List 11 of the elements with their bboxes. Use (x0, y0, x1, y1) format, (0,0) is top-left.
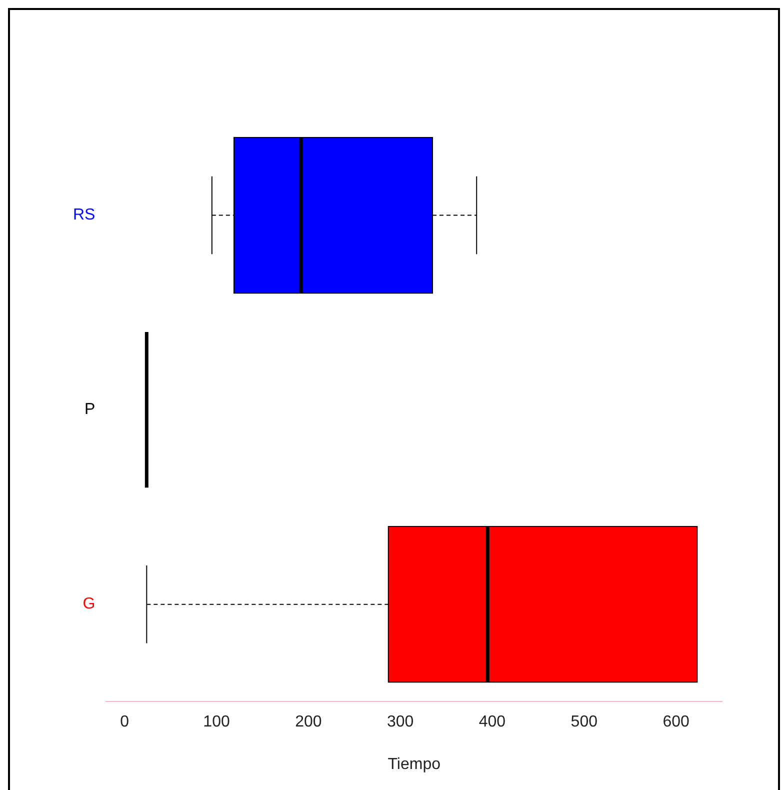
x-axis-title: Tiempo (388, 756, 441, 773)
x-tick-label: 0 (120, 714, 130, 731)
y-tick-label: P (84, 401, 96, 418)
x-tick-label: 500 (570, 714, 598, 731)
x-tick-label: 400 (478, 714, 506, 731)
x-tick-label: 300 (386, 714, 414, 731)
y-tick-label: RS (72, 206, 96, 224)
x-tick-label: 600 (662, 714, 690, 731)
x-tick-label: 100 (203, 714, 230, 731)
x-tick-label: 200 (295, 714, 322, 731)
y-tick-label: G (82, 596, 96, 613)
